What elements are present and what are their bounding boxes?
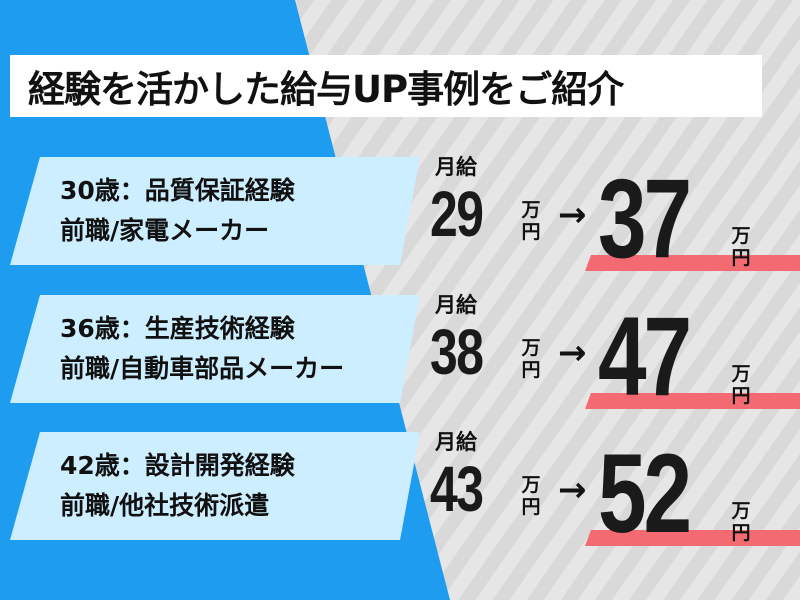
salary-after: 47 <box>598 294 692 419</box>
arrow-icon: → <box>558 195 587 235</box>
case-previous-job: 前職/自動車部品メーカー <box>60 354 345 383</box>
title-banner: 経験を活かした給与UP事例をご紹介 <box>10 55 762 117</box>
salary-before: 38 <box>430 316 484 388</box>
salary-before-unit: 万円 <box>521 337 541 381</box>
salary-before-unit: 万円 <box>521 474 541 518</box>
case-previous-job: 前職/家電メーカー <box>60 216 270 245</box>
monthly-salary-label: 月給 <box>435 293 477 317</box>
salary-before: 43 <box>430 453 484 525</box>
monthly-salary-label: 月給 <box>435 155 477 179</box>
highlight-bar <box>585 255 800 271</box>
arrow-icon: → <box>558 470 587 510</box>
arrow-icon: → <box>558 333 587 373</box>
case-age-experience: 42歳：設計開発経験 <box>60 451 295 480</box>
salary-before-unit: 万円 <box>521 199 541 243</box>
highlight-bar <box>585 530 800 546</box>
case-description: 36歳：生産技術経験 前職/自動車部品メーカー <box>60 309 344 389</box>
salary-after-unit: 万円 <box>731 363 751 407</box>
case-age-experience: 30歳：品質保証経験 <box>60 176 295 205</box>
salary-after-unit: 万円 <box>731 225 751 269</box>
case-card <box>10 157 420 265</box>
case-card <box>10 432 420 540</box>
highlight-bar <box>585 393 800 409</box>
monthly-salary-label: 月給 <box>435 430 477 454</box>
salary-after: 52 <box>598 431 692 556</box>
salary-before: 29 <box>430 178 484 250</box>
case-description: 42歳：設計開発経験 前職/他社技術派遣 <box>60 446 295 526</box>
case-description: 30歳：品質保証経験 前職/家電メーカー <box>60 171 295 251</box>
page-title: 経験を活かした給与UP事例をご紹介 <box>28 68 624 111</box>
case-card <box>10 295 420 403</box>
case-age-experience: 36歳：生産技術経験 <box>60 314 295 343</box>
salary-after-unit: 万円 <box>731 500 751 544</box>
case-previous-job: 前職/他社技術派遣 <box>60 491 270 520</box>
salary-after: 37 <box>598 156 692 281</box>
